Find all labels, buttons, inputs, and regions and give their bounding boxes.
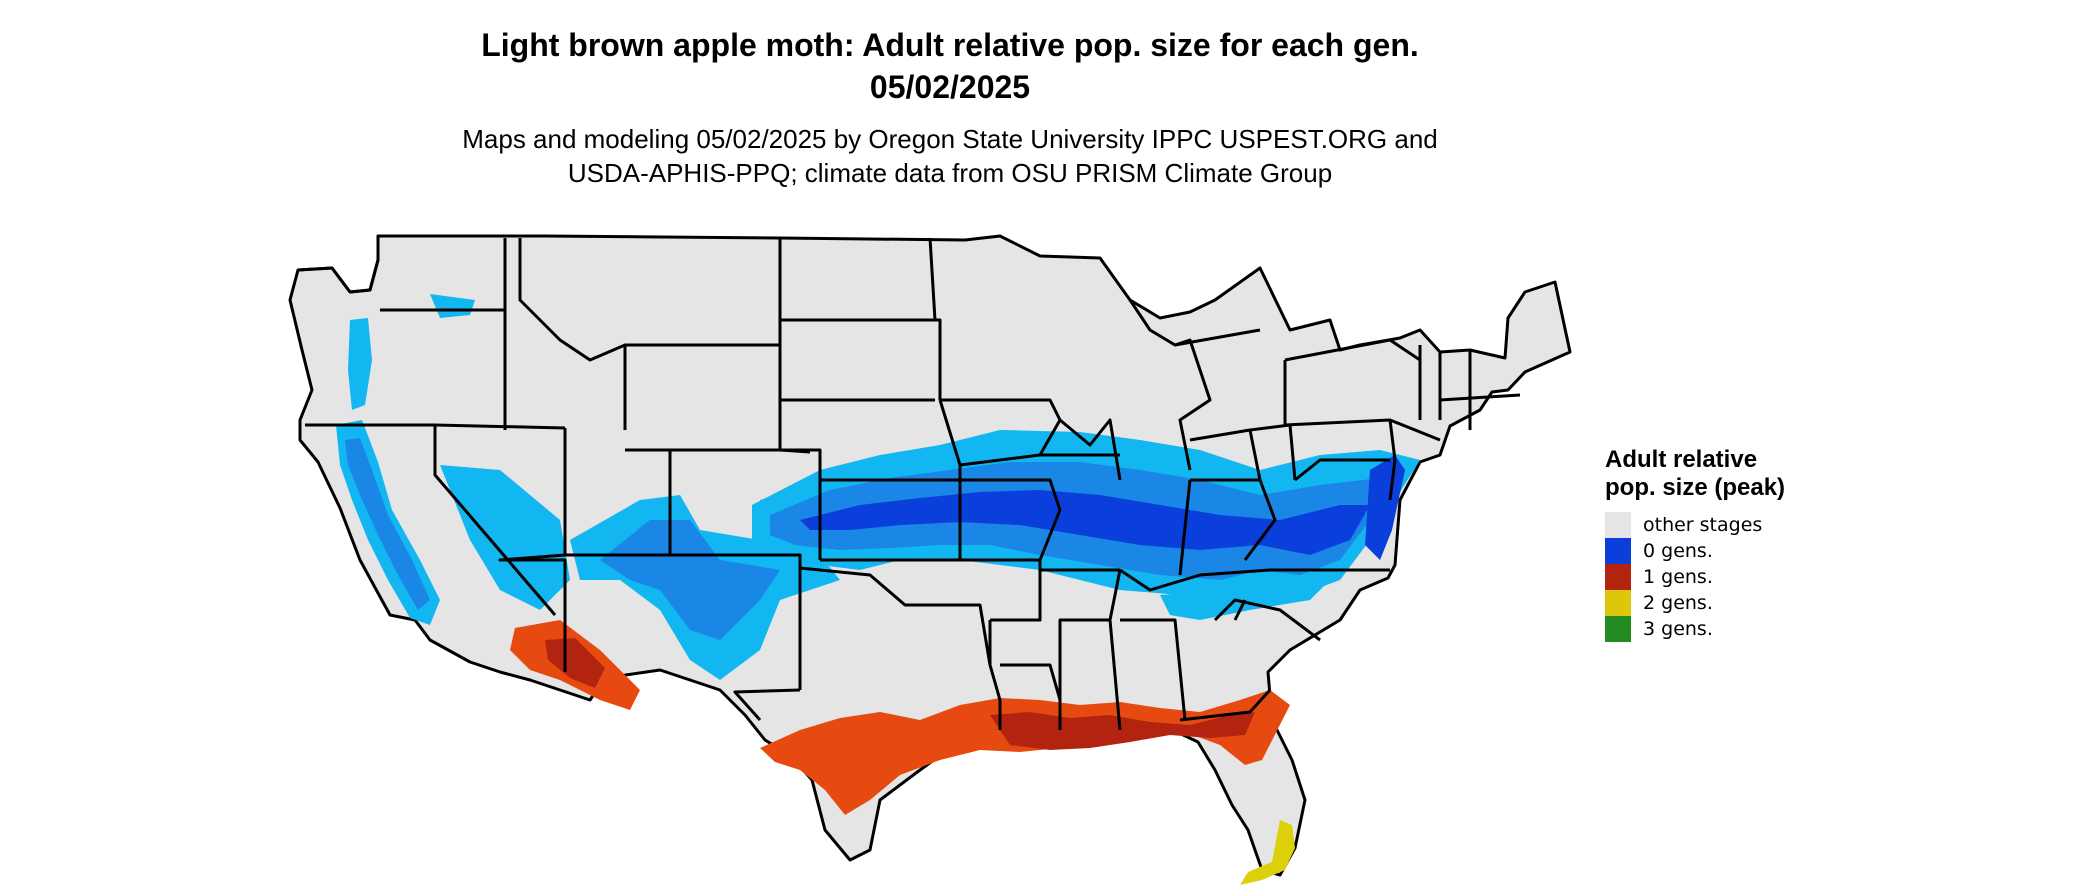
state-borders xyxy=(297,236,1521,731)
pacific-coast-band-inner xyxy=(345,438,430,610)
legend-label: other stages xyxy=(1643,514,1763,536)
gulf-coast-core xyxy=(990,712,1255,750)
legend-item: 0 gens. xyxy=(1605,538,1805,564)
map-title: Light brown apple moth: Adult relative p… xyxy=(481,27,1419,63)
legend-swatch xyxy=(1605,538,1631,564)
legend-swatch xyxy=(1605,564,1631,590)
legend-label: 0 gens. xyxy=(1643,540,1713,562)
mid-atlantic-band xyxy=(1365,455,1405,560)
arizona-red-core xyxy=(545,638,605,688)
map-date: 05/02/2025 xyxy=(869,69,1031,105)
map-credit-line-1: Maps and modeling 05/02/2025 by Oregon S… xyxy=(462,124,1438,154)
legend-item: other stages xyxy=(1605,512,1805,538)
legend-item: 2 gens. xyxy=(1605,590,1805,616)
oregon-coast-band xyxy=(348,318,372,410)
appalachian-band xyxy=(1160,570,1340,620)
four-corners-band-inner xyxy=(600,520,780,640)
legend-items: other stages 0 gens. 1 gens. 2 gens. 3 gens. xyxy=(1605,512,1805,642)
legend-item: 3 gens. xyxy=(1605,616,1805,642)
population-bands xyxy=(336,294,1420,885)
legend-label: 3 gens. xyxy=(1643,618,1713,640)
legend-title: Adult relative pop. size (peak) xyxy=(1605,446,1786,501)
legend-label: 1 gens. xyxy=(1643,566,1713,588)
florida-yellow-band xyxy=(1240,820,1295,885)
map-credit-line-2: USDA-APHIS-PPQ; climate data from OSU PR… xyxy=(567,158,1333,188)
great-basin-band xyxy=(440,465,570,610)
washington-band xyxy=(430,294,475,318)
legend-swatch xyxy=(1605,590,1631,616)
legend: Adult relative pop. size (peak) other st… xyxy=(1605,446,1805,642)
gulf-coast-band xyxy=(760,690,1290,815)
legend-swatch xyxy=(1605,616,1631,642)
legend-label: 2 gens. xyxy=(1643,592,1713,614)
legend-swatch xyxy=(1605,512,1631,538)
central-band-core xyxy=(800,490,1370,555)
legend-item: 1 gens. xyxy=(1605,564,1805,590)
